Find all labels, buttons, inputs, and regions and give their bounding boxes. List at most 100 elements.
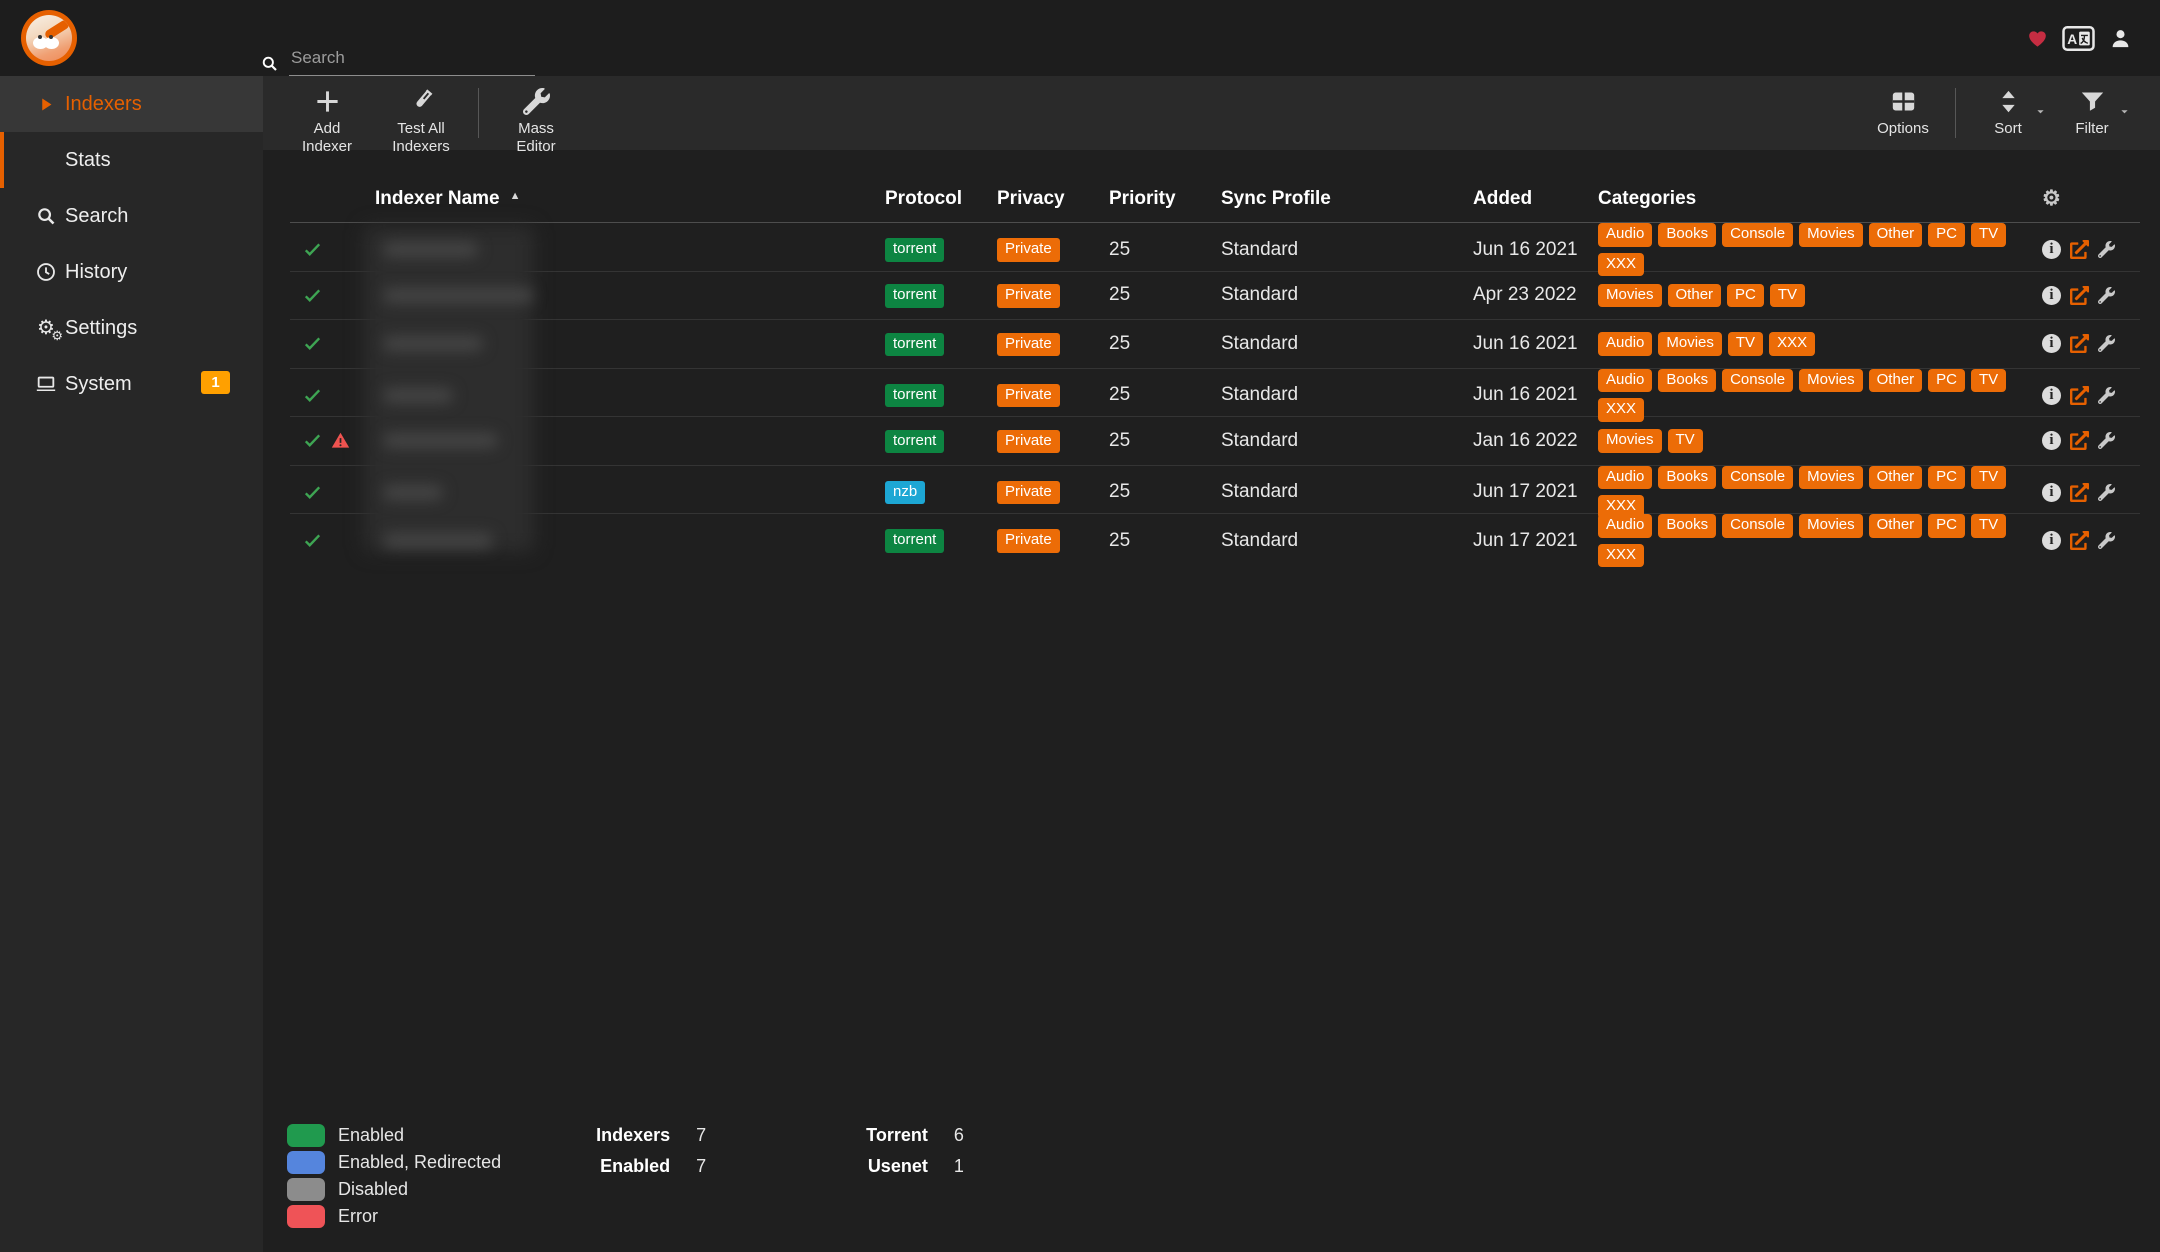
chevron-down-icon bbox=[2033, 104, 2048, 119]
sidebar-item-label: Indexers bbox=[65, 92, 142, 115]
column-sync-profile[interactable]: Sync Profile bbox=[1221, 187, 1331, 209]
column-categories[interactable]: Categories bbox=[1598, 187, 1697, 209]
column-priority[interactable]: Priority bbox=[1109, 187, 1176, 209]
translate-icon[interactable]: A bbox=[2062, 25, 2095, 51]
column-added[interactable]: Added bbox=[1473, 187, 1533, 209]
external-link-icon[interactable] bbox=[2070, 385, 2089, 405]
category-badge: XXX bbox=[1598, 543, 1645, 567]
added-cell: Jun 16 2021 bbox=[1473, 238, 1578, 260]
privacy-cell: Private bbox=[997, 480, 1109, 505]
sort-ascending-icon: ▲ bbox=[509, 189, 521, 202]
added-cell: Jun 16 2021 bbox=[1473, 384, 1578, 405]
legend-label: Disabled bbox=[338, 1179, 409, 1199]
category-badge: Other bbox=[1868, 223, 1923, 247]
table-options-button[interactable]: Options bbox=[1861, 76, 1945, 138]
enabled-check-icon bbox=[303, 531, 322, 550]
privacy-cell: Private bbox=[997, 237, 1109, 262]
edit-wrench-icon[interactable] bbox=[2098, 483, 2115, 501]
external-link-icon[interactable] bbox=[2070, 334, 2089, 354]
caret-right-icon bbox=[35, 93, 57, 115]
info-icon[interactable]: i bbox=[2042, 431, 2061, 451]
column-privacy[interactable]: Privacy bbox=[997, 187, 1065, 209]
protocol-badge: torrent bbox=[885, 429, 945, 453]
sync-profile-cell: Standard bbox=[1221, 481, 1299, 502]
table-row: torrent Private 25 Standard Jun 17 2021 Audio… bbox=[290, 514, 2140, 567]
prowlarr-logo[interactable] bbox=[21, 10, 77, 66]
edit-wrench-icon[interactable] bbox=[2098, 335, 2115, 353]
edit-wrench-icon[interactable] bbox=[2098, 432, 2115, 450]
added-cell: Jun 17 2021 bbox=[1473, 529, 1578, 551]
category-badge: PC bbox=[1928, 465, 1965, 489]
info-icon[interactable]: i bbox=[2042, 334, 2061, 354]
category-badge: Audio bbox=[1598, 332, 1653, 356]
sort-button[interactable]: Sort bbox=[1966, 76, 2050, 138]
priority-cell: 25 bbox=[1109, 481, 1131, 502]
protocol-badge: torrent bbox=[885, 383, 945, 408]
actions-cell: i bbox=[2028, 531, 2140, 550]
legend-label: Enabled bbox=[338, 1125, 405, 1145]
column-indexer-name[interactable]: Indexer Name ▲ bbox=[375, 187, 521, 209]
sidebar-item-indexers[interactable]: Indexers bbox=[0, 76, 263, 132]
sidebar-item-stats[interactable]: Stats bbox=[0, 132, 263, 188]
privacy-cell: Private bbox=[997, 383, 1109, 408]
history-clock-icon bbox=[35, 261, 57, 283]
edit-wrench-icon[interactable] bbox=[2098, 286, 2115, 304]
column-options-gear-icon[interactable]: ⚙ bbox=[2042, 187, 2061, 210]
status-legend: Enabled Enabled, Redirected Disabled Error bbox=[287, 1124, 501, 1228]
external-link-icon[interactable] bbox=[2070, 531, 2089, 550]
add-indexer-button[interactable]: Add Indexer bbox=[280, 76, 374, 156]
info-icon[interactable]: i bbox=[2042, 385, 2061, 405]
column-protocol[interactable]: Protocol bbox=[885, 187, 963, 209]
external-link-icon[interactable] bbox=[2070, 431, 2089, 451]
vial-icon bbox=[408, 88, 435, 115]
mass-editor-button[interactable]: Mass Editor bbox=[489, 76, 583, 156]
legend-item: Error bbox=[287, 1205, 501, 1228]
filter-button[interactable]: Filter bbox=[2050, 76, 2134, 138]
indexer-name-redacted[interactable] bbox=[383, 484, 443, 500]
table-row: torrent Private 25 Standard Jun 16 2021 Audio… bbox=[290, 368, 2140, 422]
sidebar-item-label: Search bbox=[65, 204, 129, 227]
priority-cell: 25 bbox=[1109, 429, 1131, 451]
edit-wrench-icon[interactable] bbox=[2098, 386, 2115, 404]
categories-cell: Audio Books Console Movies Other PC TV XXX bbox=[1598, 223, 2028, 276]
indexer-name-redacted[interactable] bbox=[383, 336, 483, 352]
info-icon[interactable]: i bbox=[2042, 482, 2061, 502]
user-icon[interactable] bbox=[2109, 27, 2132, 50]
protocol-cell: torrent bbox=[885, 429, 997, 453]
table-row: torrent Private 25 Standard Jun 16 2021 Audio… bbox=[290, 223, 2140, 276]
edit-wrench-icon[interactable] bbox=[2098, 241, 2115, 258]
external-link-icon[interactable] bbox=[2070, 285, 2089, 305]
legend-swatch bbox=[287, 1151, 325, 1174]
sidebar-item-search[interactable]: Search bbox=[0, 188, 263, 244]
filter-icon bbox=[2079, 88, 2106, 115]
enabled-check-icon bbox=[303, 386, 322, 405]
gears-icon: ⚙ ⚙ bbox=[37, 317, 63, 343]
donate-heart-icon[interactable] bbox=[2027, 28, 2048, 49]
info-icon[interactable]: i bbox=[2042, 240, 2061, 259]
indexer-name-redacted[interactable] bbox=[383, 287, 533, 303]
table-row: torrent Private 25 Standard Apr 23 2022 Movie… bbox=[290, 272, 2140, 320]
category-badge: TV bbox=[1971, 514, 2007, 538]
indexer-name-redacted[interactable] bbox=[383, 387, 453, 403]
active-section-indicator bbox=[0, 76, 4, 188]
search-input[interactable] bbox=[289, 46, 535, 76]
indexer-name-redacted[interactable] bbox=[383, 242, 478, 257]
info-icon[interactable]: i bbox=[2042, 285, 2061, 305]
wrench-icon bbox=[522, 88, 550, 115]
priority-cell: 25 bbox=[1109, 332, 1131, 354]
test-all-indexers-button[interactable]: Test All Indexers bbox=[374, 76, 468, 156]
sidebar-item-history[interactable]: History bbox=[0, 244, 263, 300]
external-link-icon[interactable] bbox=[2070, 482, 2089, 502]
edit-wrench-icon[interactable] bbox=[2098, 532, 2115, 549]
stat-value: 7 bbox=[696, 1156, 707, 1176]
indexer-name-redacted[interactable] bbox=[383, 533, 493, 548]
protocol-badge: torrent bbox=[885, 332, 945, 356]
category-badge: Other bbox=[1667, 283, 1722, 307]
sidebar-item-settings[interactable]: ⚙ ⚙ Settings bbox=[0, 300, 263, 356]
info-icon[interactable]: i bbox=[2042, 531, 2061, 550]
added-cell: Jun 16 2021 bbox=[1473, 332, 1578, 354]
external-link-icon[interactable] bbox=[2070, 240, 2089, 259]
sidebar-item-system[interactable]: System 1 bbox=[0, 356, 263, 412]
sync-profile-cell: Standard bbox=[1221, 384, 1299, 405]
indexer-name-redacted[interactable] bbox=[383, 433, 498, 449]
